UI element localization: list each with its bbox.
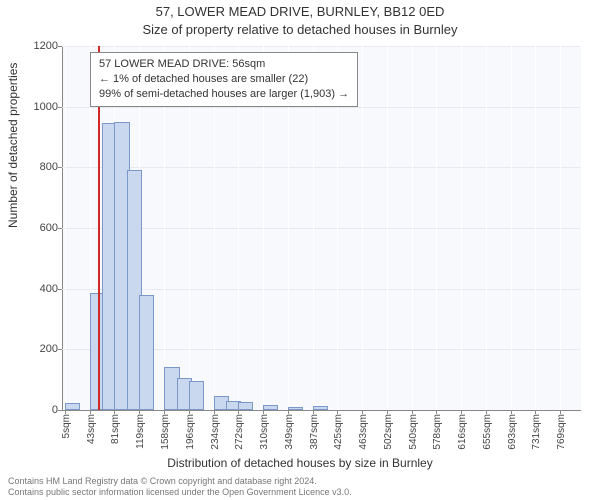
annotation-line: ← 1% of detached houses are smaller (22) xyxy=(99,72,349,87)
x-tick-label: 502sqm xyxy=(383,414,394,454)
histogram-bar xyxy=(189,381,204,410)
histogram-bar xyxy=(263,405,278,410)
x-tick-label: 425sqm xyxy=(333,414,344,454)
vgridline xyxy=(387,46,388,410)
y-tick-label: 1200 xyxy=(18,40,58,52)
histogram-bar xyxy=(288,407,303,410)
x-tick-label: 349sqm xyxy=(284,414,295,454)
vgridline xyxy=(486,46,487,410)
y-tick-label: 0 xyxy=(18,404,58,416)
x-tick-label: 196sqm xyxy=(185,414,196,454)
x-tick-label: 693sqm xyxy=(507,414,518,454)
vgridline xyxy=(461,46,462,410)
y-tick-mark xyxy=(58,410,62,411)
x-tick-label: 234sqm xyxy=(210,414,221,454)
y-axis-label: Number of detached properties xyxy=(6,63,20,228)
x-tick-label: 272sqm xyxy=(234,414,245,454)
annotation-box: 57 LOWER MEAD DRIVE: 56sqm ← 1% of detac… xyxy=(90,52,358,107)
vgridline xyxy=(560,46,561,410)
y-tick-mark xyxy=(58,167,62,168)
histogram-bar xyxy=(139,295,154,410)
y-tick-mark xyxy=(58,349,62,350)
footer-line: Contains HM Land Registry data © Crown c… xyxy=(8,476,352,487)
x-tick-label: 731sqm xyxy=(531,414,542,454)
y-tick-label: 400 xyxy=(18,283,58,295)
x-tick-label: 769sqm xyxy=(556,414,567,454)
y-tick-mark xyxy=(58,289,62,290)
annotation-line: 57 LOWER MEAD DRIVE: 56sqm xyxy=(99,57,349,72)
y-tick-mark xyxy=(58,228,62,229)
y-tick-mark xyxy=(58,46,62,47)
vgridline xyxy=(412,46,413,410)
x-tick-label: 43sqm xyxy=(86,414,97,454)
vgridline xyxy=(65,46,66,410)
x-tick-label: 540sqm xyxy=(408,414,419,454)
x-tick-label: 310sqm xyxy=(259,414,270,454)
histogram-bar xyxy=(313,406,328,410)
histogram-bar xyxy=(238,402,253,410)
x-tick-label: 387sqm xyxy=(309,414,320,454)
x-tick-label: 578sqm xyxy=(432,414,443,454)
y-tick-label: 800 xyxy=(18,161,58,173)
y-tick-label: 200 xyxy=(18,343,58,355)
x-tick-label: 655sqm xyxy=(482,414,493,454)
x-tick-label: 119sqm xyxy=(135,414,146,454)
x-tick-label: 463sqm xyxy=(358,414,369,454)
chart-container: 57, LOWER MEAD DRIVE, BURNLEY, BB12 0ED … xyxy=(0,0,600,500)
footer-line: Contains public sector information licen… xyxy=(8,487,352,498)
x-tick-label: 5sqm xyxy=(61,414,72,454)
chart-title: 57, LOWER MEAD DRIVE, BURNLEY, BB12 0ED xyxy=(0,4,600,19)
x-tick-label: 158sqm xyxy=(160,414,171,454)
vgridline xyxy=(511,46,512,410)
chart-subtitle: Size of property relative to detached ho… xyxy=(0,22,600,37)
y-tick-mark xyxy=(58,107,62,108)
histogram-bar xyxy=(65,403,80,410)
footer: Contains HM Land Registry data © Crown c… xyxy=(8,476,352,499)
vgridline xyxy=(362,46,363,410)
x-tick-label: 616sqm xyxy=(457,414,468,454)
vgridline xyxy=(535,46,536,410)
annotation-line: 99% of semi-detached houses are larger (… xyxy=(99,87,349,102)
x-axis-label: Distribution of detached houses by size … xyxy=(0,456,600,470)
y-tick-label: 600 xyxy=(18,222,58,234)
x-tick-label: 81sqm xyxy=(110,414,121,454)
y-tick-label: 1000 xyxy=(18,101,58,113)
vgridline xyxy=(436,46,437,410)
